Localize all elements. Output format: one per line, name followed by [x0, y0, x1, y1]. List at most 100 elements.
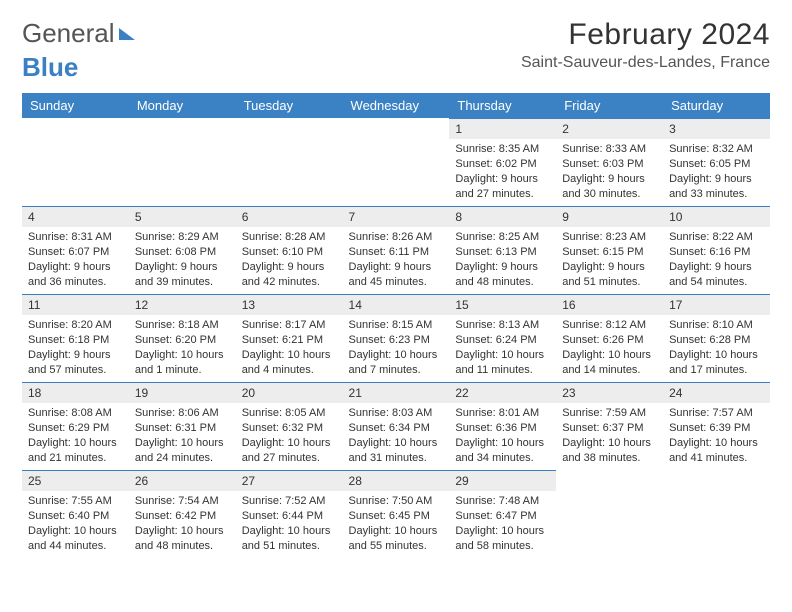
day-line-ss: Sunset: 6:07 PM	[28, 245, 123, 260]
day-line-ss: Sunset: 6:32 PM	[242, 421, 337, 436]
day-line-ss: Sunset: 6:31 PM	[135, 421, 230, 436]
day-content: Sunrise: 7:48 AMSunset: 6:47 PMDaylight:…	[449, 491, 556, 556]
day-line-sr: Sunrise: 8:31 AM	[28, 230, 123, 245]
day-number: 29	[449, 470, 556, 491]
day-line-sr: Sunrise: 7:52 AM	[242, 494, 337, 509]
day-number: 21	[343, 382, 450, 403]
empty-day	[663, 470, 770, 491]
day-content: Sunrise: 7:52 AMSunset: 6:44 PMDaylight:…	[236, 491, 343, 556]
calendar-day-cell: 19Sunrise: 8:06 AMSunset: 6:31 PMDayligh…	[129, 382, 236, 470]
empty-day	[556, 470, 663, 491]
day-line-ss: Sunset: 6:15 PM	[562, 245, 657, 260]
day-line-dl1: Daylight: 9 hours	[28, 348, 123, 363]
day-header: Sunday	[22, 93, 129, 118]
calendar-day-cell: 22Sunrise: 8:01 AMSunset: 6:36 PMDayligh…	[449, 382, 556, 470]
day-header: Monday	[129, 93, 236, 118]
day-line-dl2: and 57 minutes.	[28, 363, 123, 378]
day-number: 26	[129, 470, 236, 491]
calendar-day-cell: 26Sunrise: 7:54 AMSunset: 6:42 PMDayligh…	[129, 470, 236, 558]
calendar-table: Sunday Monday Tuesday Wednesday Thursday…	[22, 93, 770, 558]
day-content: Sunrise: 8:22 AMSunset: 6:16 PMDaylight:…	[663, 227, 770, 292]
day-content: Sunrise: 7:54 AMSunset: 6:42 PMDaylight:…	[129, 491, 236, 556]
logo-text-blue: Blue	[22, 52, 78, 82]
calendar-day-cell: 8Sunrise: 8:25 AMSunset: 6:13 PMDaylight…	[449, 206, 556, 294]
day-line-sr: Sunrise: 8:10 AM	[669, 318, 764, 333]
day-content: Sunrise: 8:10 AMSunset: 6:28 PMDaylight:…	[663, 315, 770, 380]
day-number: 16	[556, 294, 663, 315]
calendar-day-cell: 23Sunrise: 7:59 AMSunset: 6:37 PMDayligh…	[556, 382, 663, 470]
day-line-ss: Sunset: 6:05 PM	[669, 157, 764, 172]
day-content: Sunrise: 8:08 AMSunset: 6:29 PMDaylight:…	[22, 403, 129, 468]
calendar-day-cell: 11Sunrise: 8:20 AMSunset: 6:18 PMDayligh…	[22, 294, 129, 382]
day-number: 12	[129, 294, 236, 315]
day-line-dl2: and 21 minutes.	[28, 451, 123, 466]
day-line-sr: Sunrise: 7:48 AM	[455, 494, 550, 509]
day-line-dl2: and 39 minutes.	[135, 275, 230, 290]
calendar-day-cell: 2Sunrise: 8:33 AMSunset: 6:03 PMDaylight…	[556, 118, 663, 206]
calendar-day-cell: 5Sunrise: 8:29 AMSunset: 6:08 PMDaylight…	[129, 206, 236, 294]
day-number: 4	[22, 206, 129, 227]
day-line-ss: Sunset: 6:36 PM	[455, 421, 550, 436]
day-line-dl1: Daylight: 9 hours	[28, 260, 123, 275]
day-line-dl2: and 11 minutes.	[455, 363, 550, 378]
day-line-ss: Sunset: 6:39 PM	[669, 421, 764, 436]
day-line-dl2: and 38 minutes.	[562, 451, 657, 466]
day-number: 13	[236, 294, 343, 315]
calendar-day-cell: 4Sunrise: 8:31 AMSunset: 6:07 PMDaylight…	[22, 206, 129, 294]
day-line-ss: Sunset: 6:45 PM	[349, 509, 444, 524]
day-line-dl1: Daylight: 10 hours	[349, 436, 444, 451]
day-line-dl1: Daylight: 10 hours	[242, 524, 337, 539]
day-line-dl2: and 14 minutes.	[562, 363, 657, 378]
day-line-sr: Sunrise: 8:29 AM	[135, 230, 230, 245]
day-line-dl2: and 41 minutes.	[669, 451, 764, 466]
day-line-sr: Sunrise: 7:50 AM	[349, 494, 444, 509]
day-number: 27	[236, 470, 343, 491]
empty-day	[129, 118, 236, 139]
calendar-day-cell: 3Sunrise: 8:32 AMSunset: 6:05 PMDaylight…	[663, 118, 770, 206]
day-line-dl1: Daylight: 10 hours	[455, 436, 550, 451]
day-line-dl1: Daylight: 9 hours	[669, 172, 764, 187]
day-line-sr: Sunrise: 8:15 AM	[349, 318, 444, 333]
calendar-week-row: 11Sunrise: 8:20 AMSunset: 6:18 PMDayligh…	[22, 294, 770, 382]
day-number: 7	[343, 206, 450, 227]
day-number: 10	[663, 206, 770, 227]
calendar-day-cell	[236, 118, 343, 206]
day-line-dl2: and 34 minutes.	[455, 451, 550, 466]
day-line-sr: Sunrise: 7:57 AM	[669, 406, 764, 421]
day-line-ss: Sunset: 6:34 PM	[349, 421, 444, 436]
day-line-dl1: Daylight: 9 hours	[562, 172, 657, 187]
calendar-day-cell: 25Sunrise: 7:55 AMSunset: 6:40 PMDayligh…	[22, 470, 129, 558]
day-number: 18	[22, 382, 129, 403]
day-line-dl2: and 44 minutes.	[28, 539, 123, 554]
day-content: Sunrise: 8:31 AMSunset: 6:07 PMDaylight:…	[22, 227, 129, 292]
day-header: Thursday	[449, 93, 556, 118]
day-number: 14	[343, 294, 450, 315]
day-line-sr: Sunrise: 8:28 AM	[242, 230, 337, 245]
location-label: Saint-Sauveur-des-Landes, France	[521, 54, 770, 72]
day-line-dl1: Daylight: 10 hours	[28, 436, 123, 451]
empty-day	[343, 118, 450, 139]
day-line-sr: Sunrise: 8:17 AM	[242, 318, 337, 333]
day-content: Sunrise: 8:13 AMSunset: 6:24 PMDaylight:…	[449, 315, 556, 380]
day-content: Sunrise: 7:55 AMSunset: 6:40 PMDaylight:…	[22, 491, 129, 556]
day-content: Sunrise: 8:03 AMSunset: 6:34 PMDaylight:…	[343, 403, 450, 468]
day-line-dl1: Daylight: 9 hours	[242, 260, 337, 275]
calendar-week-row: 25Sunrise: 7:55 AMSunset: 6:40 PMDayligh…	[22, 470, 770, 558]
day-line-ss: Sunset: 6:02 PM	[455, 157, 550, 172]
logo-text-general: General	[22, 18, 115, 49]
calendar-day-cell: 16Sunrise: 8:12 AMSunset: 6:26 PMDayligh…	[556, 294, 663, 382]
day-line-dl1: Daylight: 10 hours	[349, 524, 444, 539]
day-number: 22	[449, 382, 556, 403]
day-line-dl2: and 33 minutes.	[669, 187, 764, 202]
day-number: 3	[663, 118, 770, 139]
calendar-day-cell: 13Sunrise: 8:17 AMSunset: 6:21 PMDayligh…	[236, 294, 343, 382]
day-line-dl1: Daylight: 10 hours	[562, 348, 657, 363]
day-line-sr: Sunrise: 7:59 AM	[562, 406, 657, 421]
day-line-dl2: and 45 minutes.	[349, 275, 444, 290]
day-line-dl2: and 58 minutes.	[455, 539, 550, 554]
day-header: Friday	[556, 93, 663, 118]
day-number: 9	[556, 206, 663, 227]
day-content: Sunrise: 8:15 AMSunset: 6:23 PMDaylight:…	[343, 315, 450, 380]
day-number: 1	[449, 118, 556, 139]
day-line-dl1: Daylight: 10 hours	[669, 348, 764, 363]
